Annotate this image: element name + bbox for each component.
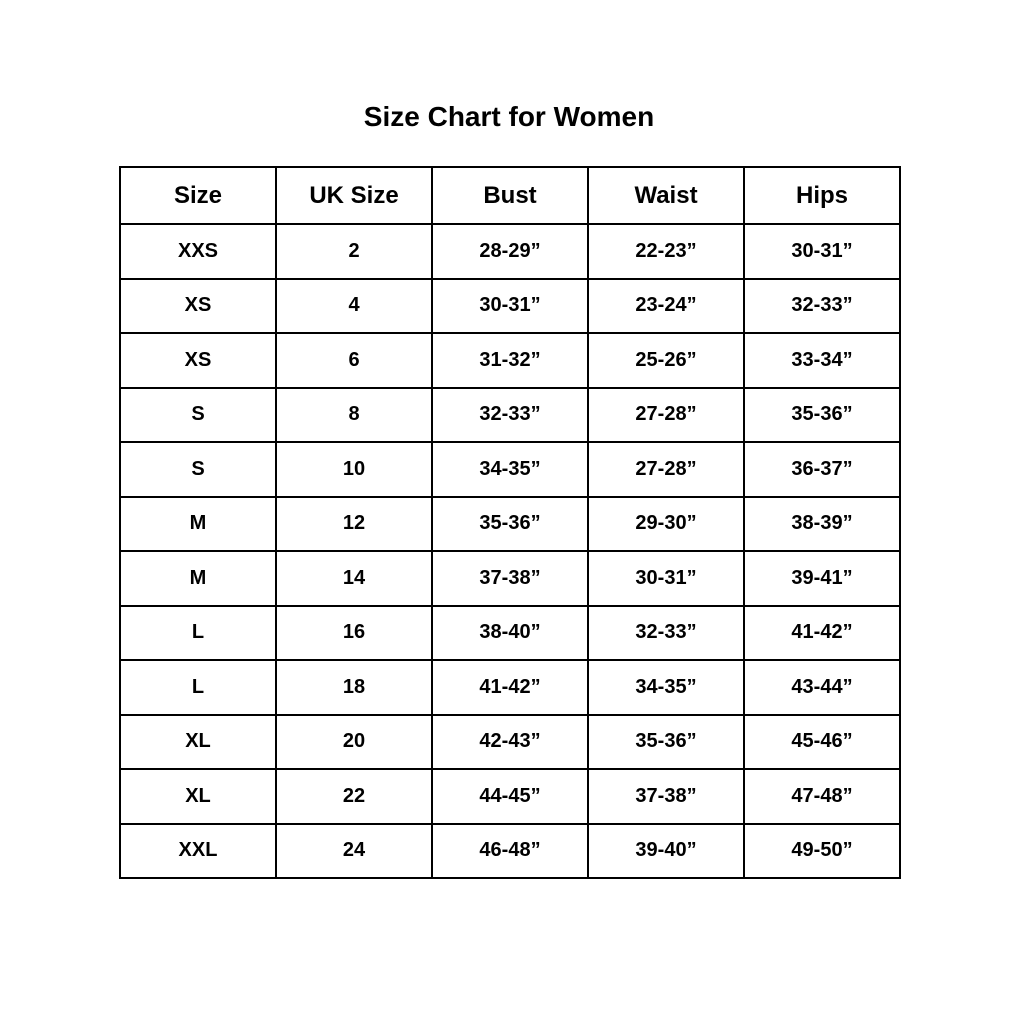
table-cell: M [119,495,277,552]
table-cell: 41-42” [743,604,901,661]
table-cell: 38-39” [743,495,901,552]
table-cell: 31-32” [431,332,589,389]
table-cell: 8 [275,386,433,443]
column-header: Size [119,166,277,225]
table-cell: 37-38” [587,768,745,825]
table-cell: XS [119,277,277,334]
table-cell: 14 [275,550,433,607]
column-header: Bust [431,166,589,225]
table-cell: L [119,604,277,661]
table-cell: 30-31” [587,550,745,607]
table-cell: 2 [275,223,433,280]
table-cell: 33-34” [743,332,901,389]
table-cell: S [119,441,277,498]
table-row: XL 20 42-43” 35-36” 45-46” [119,713,901,770]
table-row: XS 6 31-32” 25-26” 33-34” [119,332,901,389]
table-cell: 35-36” [587,713,745,770]
table-cell: 22-23” [587,223,745,280]
table-cell: 20 [275,713,433,770]
table-cell: 46-48” [431,822,589,879]
table-cell: 41-42” [431,659,589,716]
table-row: L 16 38-40” 32-33” 41-42” [119,604,901,661]
table-row: S 10 34-35” 27-28” 36-37” [119,441,901,498]
table-cell: 30-31” [431,277,589,334]
table-cell: 42-43” [431,713,589,770]
table-cell: 36-37” [743,441,901,498]
table-cell: 45-46” [743,713,901,770]
column-header: Waist [587,166,745,225]
table-cell: 28-29” [431,223,589,280]
table-cell: 10 [275,441,433,498]
table-cell: XXS [119,223,277,280]
table-cell: S [119,386,277,443]
table-cell: 4 [275,277,433,334]
table-cell: 39-41” [743,550,901,607]
table-cell: 32-33” [587,604,745,661]
table-cell: 27-28” [587,386,745,443]
table-row: S 8 32-33” 27-28” 35-36” [119,386,901,443]
table-cell: 47-48” [743,768,901,825]
table-cell: 35-36” [743,386,901,443]
table-cell: XL [119,713,277,770]
table-cell: 24 [275,822,433,879]
table-cell: 43-44” [743,659,901,716]
table-row: XXS 2 28-29” 22-23” 30-31” [119,223,901,280]
table-row: M 14 37-38” 30-31” 39-41” [119,550,901,607]
table-cell: 44-45” [431,768,589,825]
table-cell: 37-38” [431,550,589,607]
column-header: UK Size [275,166,433,225]
table-cell: 18 [275,659,433,716]
table-cell: XS [119,332,277,389]
table-cell: 32-33” [431,386,589,443]
table-cell: XL [119,768,277,825]
table-cell: M [119,550,277,607]
table-header-row: Size UK Size Bust Waist Hips [119,166,901,225]
table-cell: 22 [275,768,433,825]
table-row: XL 22 44-45” 37-38” 47-48” [119,768,901,825]
table-cell: 6 [275,332,433,389]
table-cell: 34-35” [587,659,745,716]
table-cell: 32-33” [743,277,901,334]
page-title: Size Chart for Women [363,101,655,132]
table-cell: L [119,659,277,716]
table-cell: 35-36” [431,495,589,552]
size-chart-table: Size UK Size Bust Waist Hips XXS 2 28-29” 22-23… [119,166,901,879]
table-row: XXL 24 46-48” 39-40” 49-50” [119,822,901,879]
table-cell: 39-40” [587,822,745,879]
table-cell: 38-40” [431,604,589,661]
table-cell: 29-30” [587,495,745,552]
table-row: XS 4 30-31” 23-24” 32-33” [119,277,901,334]
table-cell: 30-31” [743,223,901,280]
table-cell: 27-28” [587,441,745,498]
table-row: M 12 35-36” 29-30” 38-39” [119,495,901,552]
column-header: Hips [743,166,901,225]
table-cell: 34-35” [431,441,589,498]
table-cell: 12 [275,495,433,552]
table-row: L 18 41-42” 34-35” 43-44” [119,659,901,716]
table-cell: 25-26” [587,332,745,389]
table-cell: 23-24” [587,277,745,334]
table-cell: 49-50” [743,822,901,879]
table-cell: XXL [119,822,277,879]
table-cell: 16 [275,604,433,661]
